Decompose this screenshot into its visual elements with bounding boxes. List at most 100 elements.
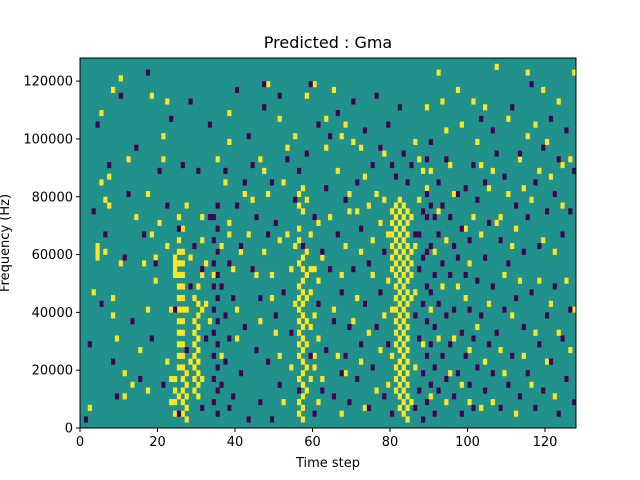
heatmap-cell-high bbox=[393, 387, 399, 394]
heatmap-cell-high bbox=[180, 271, 185, 278]
heatmap-cell-high bbox=[405, 347, 410, 354]
heatmap-cell-high bbox=[169, 399, 174, 406]
heatmap-cell-high bbox=[300, 347, 306, 354]
heatmap-cell-high bbox=[103, 248, 108, 255]
heatmap-cell-high bbox=[285, 144, 290, 151]
heatmap-cell-high bbox=[176, 271, 182, 278]
heatmap-cell-low bbox=[335, 110, 340, 117]
heatmap-cell-high bbox=[173, 260, 178, 267]
heatmap-cell-high bbox=[455, 86, 461, 93]
heatmap-cell-high bbox=[196, 370, 201, 377]
heatmap-cell-high bbox=[258, 156, 263, 163]
heatmap-cell-low bbox=[483, 254, 488, 261]
heatmap-cell-high bbox=[397, 404, 402, 411]
heatmap-cell-high bbox=[386, 231, 391, 238]
heatmap-cell-high bbox=[409, 399, 414, 406]
heatmap-cell-low bbox=[211, 214, 216, 221]
heatmap-cell-high bbox=[200, 306, 205, 313]
heatmap-cell-high bbox=[304, 318, 309, 325]
heatmap-cell-low bbox=[432, 364, 437, 371]
heatmap-cell-high bbox=[452, 335, 457, 342]
x-tick-label: 60 bbox=[304, 435, 321, 450]
heatmap-cell-low bbox=[475, 277, 480, 284]
heatmap-cell-high bbox=[176, 283, 182, 290]
heatmap-cell-low bbox=[246, 133, 251, 140]
heatmap-cell-low bbox=[211, 329, 216, 336]
heatmap-cell-high bbox=[351, 318, 356, 325]
heatmap-cell-high bbox=[405, 277, 410, 284]
heatmap-cell-high bbox=[556, 329, 561, 336]
heatmap-cell-low bbox=[494, 150, 499, 157]
heatmap-cell-low bbox=[281, 289, 286, 296]
y-tick-label: 0 bbox=[65, 422, 73, 437]
heatmap-cell-high bbox=[436, 69, 441, 76]
heatmap-cell-high bbox=[552, 248, 557, 255]
heatmap-cell-high bbox=[386, 277, 391, 284]
heatmap-cell-high bbox=[289, 266, 294, 273]
heatmap-cell-high bbox=[370, 237, 375, 244]
heatmap-cell-high bbox=[165, 98, 170, 105]
heatmap-cell-low bbox=[83, 416, 89, 423]
heatmap-cell-high bbox=[304, 341, 309, 348]
heatmap-cell-low bbox=[215, 410, 220, 417]
heatmap-cell-high bbox=[382, 150, 387, 157]
heatmap-cell-high bbox=[297, 260, 302, 267]
heatmap-cell-low bbox=[297, 387, 302, 394]
heatmap-cell-low bbox=[424, 156, 430, 163]
heatmap-cell-high bbox=[238, 248, 244, 255]
heatmap-cell-high bbox=[173, 254, 178, 261]
y-axis-label: Frequency (Hz) bbox=[0, 194, 13, 292]
heatmap-cell-low bbox=[432, 271, 437, 278]
heatmap-cell-low bbox=[436, 300, 441, 307]
heatmap-cell-high bbox=[320, 375, 325, 383]
heatmap-cell-low bbox=[145, 69, 151, 76]
heatmap-cell-high bbox=[281, 399, 286, 406]
heatmap-cell-low bbox=[339, 370, 344, 377]
heatmap-cell-high bbox=[393, 225, 399, 232]
heatmap-cell-high bbox=[514, 225, 519, 232]
heatmap-cell-high bbox=[401, 399, 406, 406]
heatmap-cell-low bbox=[517, 393, 523, 400]
heatmap-cell-high bbox=[126, 156, 131, 163]
heatmap-cell-low bbox=[339, 289, 344, 296]
heatmap-cell-low bbox=[235, 86, 240, 93]
heatmap-cell-low bbox=[521, 323, 526, 331]
heatmap-cell-high bbox=[204, 260, 209, 267]
heatmap-cell-low bbox=[258, 295, 263, 302]
heatmap-cell-high bbox=[401, 248, 406, 255]
heatmap-cell-high bbox=[409, 260, 414, 267]
heatmap-cell-high bbox=[448, 162, 453, 169]
heatmap-cell-high bbox=[297, 318, 302, 325]
heatmap-cell-low bbox=[227, 404, 232, 411]
heatmap-cell-high bbox=[405, 208, 410, 215]
heatmap-cell-high bbox=[300, 404, 306, 411]
heatmap-cell-low bbox=[432, 410, 437, 417]
heatmap-cell-low bbox=[401, 150, 406, 157]
heatmap-cell-high bbox=[161, 156, 166, 163]
heatmap-cell-high bbox=[231, 266, 236, 273]
heatmap-cell-high bbox=[180, 295, 185, 302]
heatmap-cell-high bbox=[308, 231, 313, 238]
heatmap-cell-low bbox=[335, 231, 340, 238]
heatmap-cell-low bbox=[428, 202, 433, 209]
heatmap-cells bbox=[83, 63, 577, 423]
heatmap-cell-low bbox=[521, 248, 526, 255]
y-tick-label: 60000 bbox=[32, 248, 73, 263]
heatmap-cell-low bbox=[440, 202, 445, 209]
heatmap-cell-high bbox=[428, 393, 433, 400]
heatmap-cell-high bbox=[180, 248, 185, 255]
heatmap-cell-high bbox=[393, 318, 399, 325]
heatmap-cell-high bbox=[138, 347, 143, 354]
heatmap-cell-high bbox=[312, 364, 317, 371]
heatmap-cell-low bbox=[386, 121, 391, 128]
heatmap-cell-high bbox=[196, 358, 201, 365]
heatmap-cell-high bbox=[409, 295, 414, 302]
heatmap-cell-low bbox=[235, 202, 240, 209]
heatmap-cell-low bbox=[95, 121, 100, 128]
heatmap-cell-low bbox=[428, 243, 433, 250]
heatmap-cell-low bbox=[238, 243, 244, 250]
heatmap-cell-high bbox=[300, 335, 306, 342]
heatmap-cell-low bbox=[324, 347, 329, 354]
heatmap-cell-high bbox=[176, 341, 182, 348]
heatmap-cell-low bbox=[173, 306, 178, 313]
